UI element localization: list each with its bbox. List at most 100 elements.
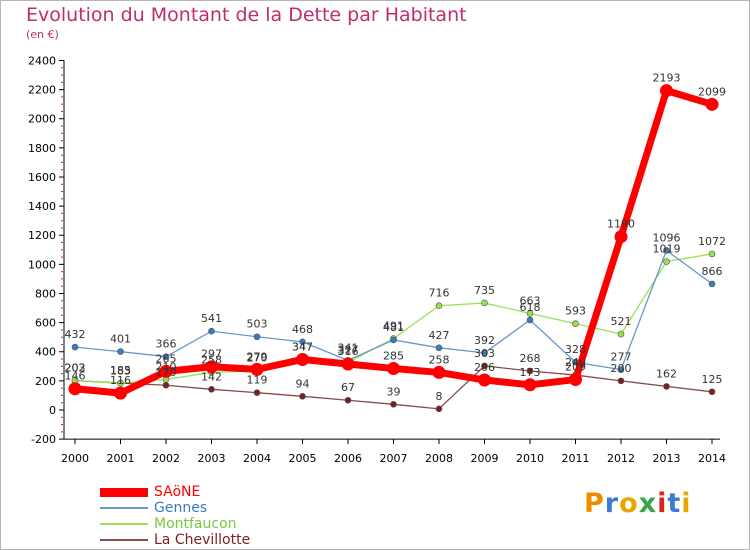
data-label: 279 — [247, 350, 268, 363]
data-labels: 202 185 170 142 119 94 67 39 8 303 268 240 200 162 125… — [65, 72, 727, 403]
data-label: 270 — [247, 352, 268, 365]
x-tick-label: 2005 — [289, 452, 317, 465]
y-minor-tick — [61, 358, 63, 360]
y-minor-tick — [61, 307, 63, 309]
data-label: 200 — [611, 362, 632, 375]
data-point — [572, 320, 579, 327]
y-minor-tick — [61, 336, 63, 338]
data-label: 618 — [520, 301, 541, 314]
data-label: 277 — [611, 351, 632, 364]
data-label: 347 — [292, 340, 313, 353]
y-minor-tick — [61, 387, 63, 389]
data-label: 541 — [201, 312, 222, 325]
data-point — [708, 280, 716, 288]
data-label: 268 — [520, 352, 541, 365]
data-point — [344, 396, 352, 404]
y-minor-tick — [61, 212, 63, 214]
data-label: 39 — [387, 385, 401, 398]
y-tick-label: 1600 — [28, 171, 56, 184]
data-point — [296, 352, 309, 366]
data-label: 240 — [565, 356, 586, 369]
brand-letter: r — [604, 488, 620, 519]
data-label: 202 — [65, 362, 86, 375]
brand-letter: P — [584, 488, 605, 519]
y-minor-tick — [61, 373, 63, 375]
data-point — [705, 97, 719, 111]
data-label: 2193 — [653, 72, 681, 85]
data-label: 183 — [110, 364, 131, 377]
data-point — [387, 361, 400, 375]
brand-logo: Proxiti — [584, 488, 692, 519]
x-tick-label: 2009 — [471, 452, 499, 465]
data-label: 8 — [436, 390, 443, 403]
data-label: 142 — [201, 370, 222, 383]
data-point — [481, 362, 488, 370]
legend-swatch-gennes — [100, 507, 148, 509]
data-label: 170 — [156, 366, 177, 379]
data-label: 663 — [520, 294, 541, 307]
data-label: 185 — [110, 364, 131, 377]
x-tick-label: 2002 — [152, 452, 180, 465]
data-point — [481, 299, 488, 307]
data-label: 481 — [383, 321, 404, 334]
data-point — [523, 378, 537, 392]
data-point — [390, 401, 397, 408]
data-point — [526, 316, 534, 324]
legend-label-saone: SAöNE — [154, 484, 201, 500]
brand-letter: o — [619, 488, 639, 519]
data-label: 119 — [247, 374, 268, 387]
data-point — [481, 349, 488, 357]
data-label: 401 — [110, 333, 131, 346]
data-point — [617, 330, 625, 338]
axes: -200 0 200 400 600 800 1000 1200 1400 1600 1800 200… — [28, 54, 726, 465]
y-tick-label: 1200 — [28, 229, 56, 242]
legend-item-montfaucon: Montfaucon — [100, 516, 320, 532]
data-label: 67 — [341, 381, 355, 394]
y-tick-label: 0 — [49, 404, 56, 417]
x-tick-label: 2014 — [698, 452, 726, 465]
legend-swatch-la-chevillotte — [100, 539, 148, 541]
data-point — [253, 333, 261, 341]
data-point — [663, 383, 670, 390]
data-point — [569, 373, 582, 387]
y-tick-label: -200 — [31, 433, 56, 446]
data-point — [614, 230, 628, 244]
y-minor-tick — [61, 103, 63, 105]
y-minor-tick — [61, 140, 63, 142]
y-tick-label: 1800 — [28, 142, 56, 155]
y-minor-tick — [61, 198, 63, 200]
x-tick-label: 2001 — [107, 452, 135, 465]
y-minor-tick — [61, 365, 63, 367]
y-minor-tick — [61, 343, 63, 345]
data-point — [71, 343, 79, 351]
y-minor-tick — [61, 110, 63, 112]
data-point — [390, 336, 397, 344]
legend-item-saone: SAöNE — [100, 484, 320, 500]
data-point — [526, 310, 534, 317]
y-tick-label: 2000 — [28, 113, 56, 126]
data-label: 366 — [156, 338, 177, 351]
data-point — [68, 382, 82, 396]
unit-label: (en €) — [26, 28, 59, 41]
data-label: 265 — [156, 352, 177, 365]
y-minor-tick — [61, 402, 63, 404]
data-point — [435, 405, 443, 413]
x-tick-label: 2008 — [425, 452, 453, 465]
data-label: 593 — [565, 305, 586, 318]
data-label: 258 — [201, 353, 222, 366]
data-label: 209 — [565, 361, 586, 374]
y-minor-tick — [61, 256, 63, 258]
y-minor-tick — [61, 161, 63, 163]
data-point — [526, 367, 534, 375]
data-point — [617, 366, 625, 373]
legend-swatch-saone — [100, 488, 148, 497]
y-minor-tick — [61, 227, 63, 229]
data-point — [250, 362, 264, 376]
y-minor-tick — [61, 81, 63, 83]
data-point — [432, 365, 446, 379]
y-minor-tick — [61, 191, 63, 193]
data-label: 297 — [201, 348, 222, 361]
brand-letter: i — [681, 488, 692, 519]
y-minor-tick — [61, 285, 63, 287]
